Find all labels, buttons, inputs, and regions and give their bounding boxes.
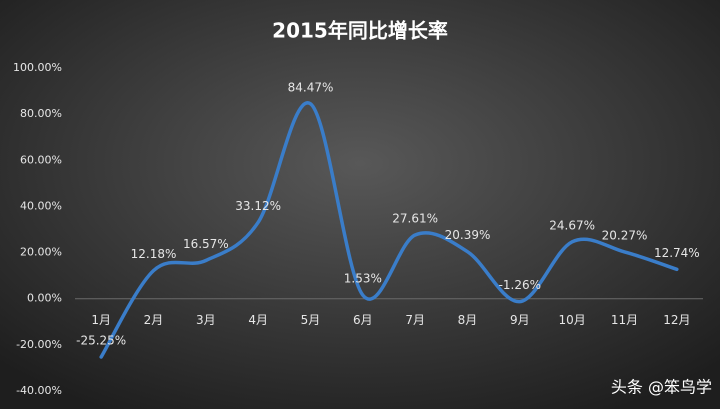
data-label: 84.47% <box>288 80 334 94</box>
watermark: 头条 @笨鸟学 <box>611 378 712 397</box>
x-tick-label: 12月 <box>663 313 690 327</box>
x-tick-label: 10月 <box>559 313 586 327</box>
data-label: 27.61% <box>392 212 438 226</box>
x-tick-label: 3月 <box>196 313 216 327</box>
data-label: 12.74% <box>654 246 700 260</box>
x-tick-label: 6月 <box>353 313 373 327</box>
x-tick-label: 1月 <box>91 313 111 327</box>
y-tick-label: 40.00% <box>20 199 62 212</box>
chart-title: 2015年同比增长率 <box>272 19 448 43</box>
x-tick-label: 7月 <box>405 313 425 327</box>
x-tick-label: 11月 <box>611 313 638 327</box>
x-tick-label: 5月 <box>301 313 321 327</box>
y-tick-label: 0.00% <box>27 292 62 305</box>
y-tick-label: 20.00% <box>20 246 62 259</box>
y-tick-label: 60.00% <box>20 153 62 166</box>
data-label: 20.27% <box>602 228 648 242</box>
data-label: 20.39% <box>445 228 491 242</box>
data-label: -1.26% <box>499 278 541 292</box>
y-tick-label: -20.00% <box>16 338 62 351</box>
data-label: 24.67% <box>549 218 595 232</box>
data-label: 16.57% <box>183 237 229 251</box>
x-tick-label: 2月 <box>144 313 164 327</box>
x-tick-label: 8月 <box>458 313 478 327</box>
y-tick-label: 80.00% <box>20 107 62 120</box>
y-tick-label: -40.00% <box>16 384 62 397</box>
data-label: 12.18% <box>131 247 177 261</box>
data-label: 33.12% <box>235 199 281 213</box>
line <box>99 101 679 359</box>
x-tick-label: 9月 <box>510 313 530 327</box>
data-label: 1.53% <box>344 272 382 286</box>
y-tick-label: 100.00% <box>13 61 62 74</box>
x-tick-label: 4月 <box>248 313 268 327</box>
data-label: -25.25% <box>76 333 126 347</box>
